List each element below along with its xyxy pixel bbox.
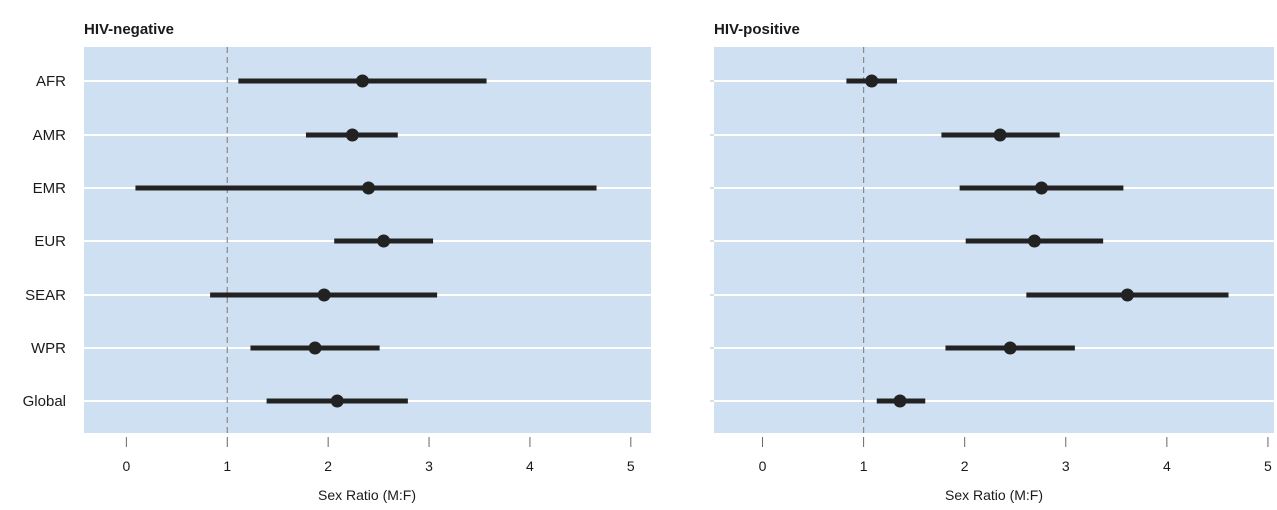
x-tick-label: 3 (425, 458, 433, 474)
panel-title: HIV-positive (714, 21, 800, 38)
category-labels: AFR AMR EMR EUR SEAR WPR Global (23, 73, 67, 410)
point-estimate-global (893, 394, 907, 408)
point-estimate-eur (1027, 234, 1041, 248)
point-estimate-sear (317, 288, 331, 302)
point-estimate-emr (362, 181, 376, 195)
category-label: EMR (33, 180, 67, 197)
interval-marks (135, 74, 597, 408)
x-axis-ticks: 0 1 2 3 4 5 (122, 437, 635, 474)
x-tick-label: 1 (860, 458, 868, 474)
x-tick-label: 0 (122, 458, 130, 474)
category-label: AMR (33, 127, 67, 144)
x-tick-label: 5 (1264, 458, 1272, 474)
point-estimate-afr (355, 74, 369, 88)
interval-marks (710, 74, 1229, 408)
x-tick-label: 3 (1062, 458, 1070, 474)
category-label: Global (23, 393, 66, 410)
x-axis-title: Sex Ratio (M:F) (318, 487, 416, 503)
x-tick-label: 2 (961, 458, 969, 474)
x-tick-label: 4 (1163, 458, 1171, 474)
point-estimate-wpr (1003, 341, 1017, 355)
panel-hiv-positive: HIV-positive 0 1 2 3 4 5 Sex Ratio (M:F) (710, 21, 1274, 503)
x-axis-ticks: 0 1 2 3 4 5 (759, 437, 1272, 474)
point-estimate-wpr (308, 341, 322, 355)
point-estimate-sear (1120, 288, 1134, 302)
x-tick-label: 5 (627, 458, 635, 474)
category-label: WPR (31, 340, 66, 357)
x-tick-label: 1 (223, 458, 231, 474)
panel-title: HIV-negative (84, 21, 174, 38)
point-estimate-amr (993, 128, 1007, 142)
x-tick-label: 0 (759, 458, 767, 474)
point-estimate-eur (377, 234, 391, 248)
category-label: EUR (34, 233, 66, 250)
x-tick-label: 2 (324, 458, 332, 474)
x-axis-title: Sex Ratio (M:F) (945, 487, 1043, 503)
point-estimate-amr (345, 128, 359, 142)
x-tick-label: 4 (526, 458, 534, 474)
point-estimate-emr (1035, 181, 1049, 195)
category-label: SEAR (25, 287, 66, 304)
point-estimate-global (330, 394, 344, 408)
panel-hiv-negative: HIV-negative AFR AMR EMR EUR SEAR WPR Global 0… (23, 21, 651, 503)
point-estimate-afr (865, 74, 879, 88)
category-label: AFR (36, 73, 66, 90)
